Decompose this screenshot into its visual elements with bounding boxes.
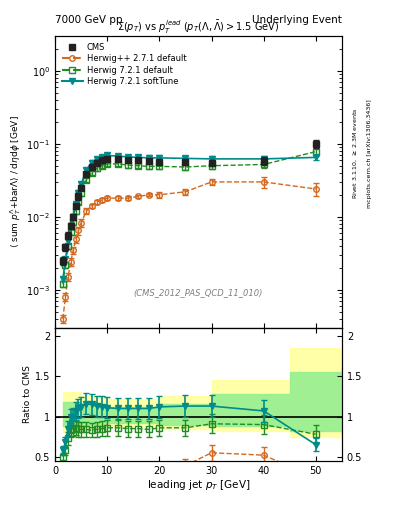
Y-axis label: $\langle$ sum $p_T^{\Lambda}$+bar$\Lambda\rangle$ / d$\eta$d$\phi$ [GeV]: $\langle$ sum $p_T^{\Lambda}$+bar$\Lambd… bbox=[9, 116, 24, 248]
Y-axis label: Ratio to CMS: Ratio to CMS bbox=[23, 366, 32, 423]
Title: $\Sigma(p_T)$ vs $p_T^{lead}$ ($p_T(\Lambda,\bar{\Lambda}) > 1.5$ GeV): $\Sigma(p_T)$ vs $p_T^{lead}$ ($p_T(\Lam… bbox=[118, 19, 279, 36]
Legend: CMS, Herwig++ 2.7.1 default, Herwig 7.2.1 default, Herwig 7.2.1 softTune: CMS, Herwig++ 2.7.1 default, Herwig 7.2.… bbox=[59, 40, 189, 89]
Text: 7000 GeV pp: 7000 GeV pp bbox=[55, 14, 123, 25]
X-axis label: leading jet $p_T$ [GeV]: leading jet $p_T$ [GeV] bbox=[147, 478, 250, 493]
Text: Underlying Event: Underlying Event bbox=[252, 14, 342, 25]
Text: (CMS_2012_PAS_QCD_11_010): (CMS_2012_PAS_QCD_11_010) bbox=[134, 288, 263, 297]
Text: mcplots.cern.ch [arXiv:1306.3436]: mcplots.cern.ch [arXiv:1306.3436] bbox=[367, 99, 373, 208]
Text: Rivet 3.1.10, $\geq$ 2.3M events: Rivet 3.1.10, $\geq$ 2.3M events bbox=[352, 108, 359, 199]
